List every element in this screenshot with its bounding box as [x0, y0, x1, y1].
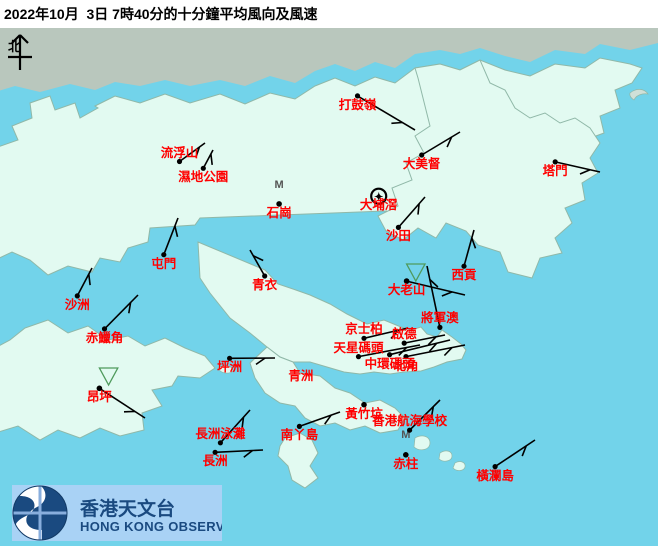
- svg-text:香港天文台: 香港天文台: [79, 497, 175, 520]
- svg-text:HONG KONG OBSERVATORY: HONG KONG OBSERVATORY: [80, 519, 222, 534]
